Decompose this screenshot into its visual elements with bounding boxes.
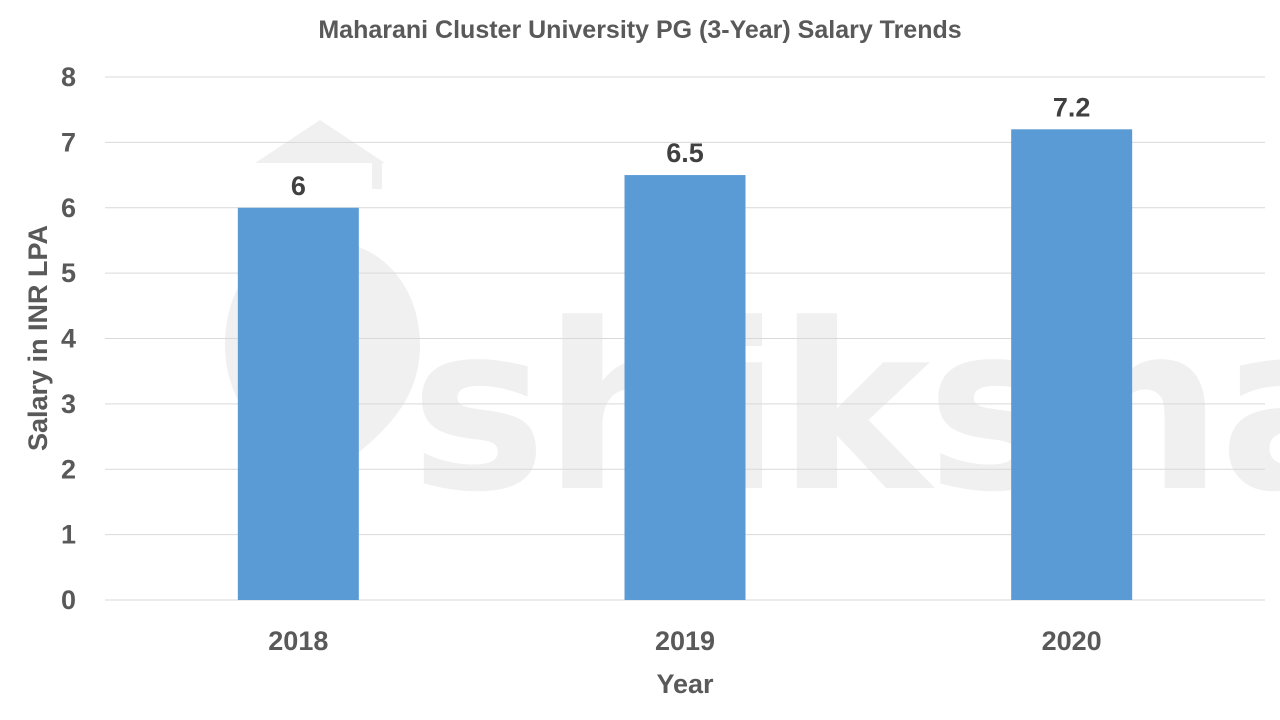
x-tick-label-2020: 2020	[1042, 626, 1102, 656]
watermark-cap-tassel	[372, 163, 382, 189]
y-tick-label: 2	[61, 454, 76, 484]
y-tick-label: 7	[61, 127, 76, 157]
chart-title: Maharani Cluster University PG (3-Year) …	[318, 16, 961, 44]
data-labels: 6 6.5 7.2	[291, 92, 1091, 200]
y-tick-label: 6	[61, 193, 76, 223]
bars	[237, 129, 1133, 601]
x-tick-label-2018: 2018	[268, 626, 328, 656]
watermark-cap-icon	[255, 120, 385, 163]
data-label-2020: 7.2	[1053, 92, 1091, 122]
y-axis-title: Salary in INR LPA	[23, 225, 53, 451]
x-axis-ticks: 2018 2019 2020	[268, 626, 1101, 656]
y-axis-ticks: 0 1 2 3 4 5 6 7 8	[61, 62, 76, 615]
y-tick-label: 5	[61, 258, 76, 288]
bar-2019	[624, 175, 746, 600]
bar-2020	[1011, 129, 1133, 601]
watermark-text: shiksha	[410, 276, 1280, 543]
bar-2018	[237, 207, 359, 600]
y-tick-label: 8	[61, 62, 76, 92]
y-tick-label: 4	[61, 324, 76, 354]
y-tick-label: 1	[61, 520, 76, 550]
y-tick-label: 3	[61, 389, 76, 419]
data-label-2019: 6.5	[666, 138, 704, 168]
data-label-2018: 6	[291, 171, 306, 201]
x-tick-label-2019: 2019	[655, 626, 715, 656]
x-axis-title: Year	[656, 669, 714, 699]
y-tick-label: 0	[61, 585, 76, 615]
watermark-logo: shiksha	[225, 120, 1280, 543]
